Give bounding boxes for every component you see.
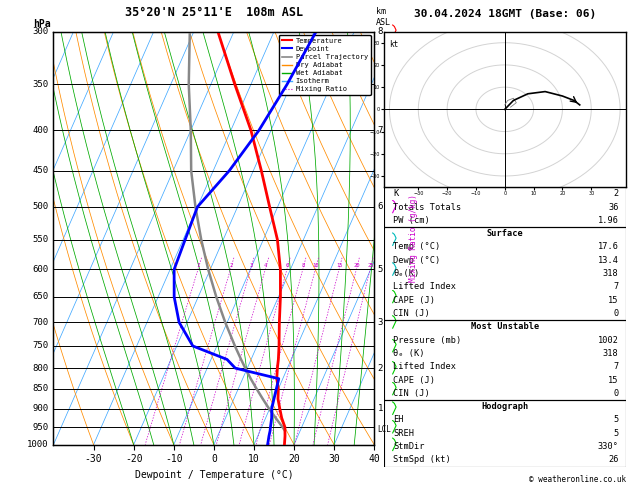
Text: 0: 0 (613, 309, 618, 318)
Text: Lifted Index: Lifted Index (393, 362, 457, 371)
Text: CIN (J): CIN (J) (393, 389, 430, 398)
Text: Totals Totals: Totals Totals (393, 203, 462, 211)
Text: kt: kt (389, 40, 399, 50)
Text: EH: EH (393, 416, 404, 424)
Text: 2: 2 (613, 189, 618, 198)
Text: Dewp (°C): Dewp (°C) (393, 256, 441, 265)
Text: 650: 650 (33, 293, 48, 301)
Text: © weatheronline.co.uk: © weatheronline.co.uk (529, 474, 626, 484)
Text: LCL: LCL (377, 425, 391, 434)
Text: 700: 700 (33, 318, 48, 327)
Text: SREH: SREH (393, 429, 415, 438)
Text: Surface: Surface (486, 229, 523, 238)
Text: CAPE (J): CAPE (J) (393, 376, 435, 384)
Text: Hodograph: Hodograph (481, 402, 528, 411)
Text: 330°: 330° (598, 442, 618, 451)
Text: 30.04.2024 18GMT (Base: 06): 30.04.2024 18GMT (Base: 06) (414, 9, 596, 19)
Text: Mixing Ratio (g/kg): Mixing Ratio (g/kg) (409, 194, 418, 282)
Text: 2: 2 (229, 263, 232, 268)
Text: 500: 500 (33, 202, 48, 211)
Text: 8: 8 (301, 263, 304, 268)
Text: 7: 7 (377, 126, 383, 135)
Text: 450: 450 (33, 166, 48, 175)
Text: 350: 350 (33, 80, 48, 89)
Text: StmSpd (kt): StmSpd (kt) (393, 455, 451, 465)
Text: StmDir: StmDir (393, 442, 425, 451)
Text: Temp (°C): Temp (°C) (393, 243, 441, 251)
Text: 5: 5 (613, 416, 618, 424)
Text: CIN (J): CIN (J) (393, 309, 430, 318)
Text: 850: 850 (33, 384, 48, 394)
Text: 0: 0 (613, 389, 618, 398)
Text: 400: 400 (33, 126, 48, 135)
Text: Most Unstable: Most Unstable (470, 322, 539, 331)
Text: 36: 36 (608, 203, 618, 211)
Text: 950: 950 (33, 423, 48, 432)
Text: 15: 15 (608, 376, 618, 384)
Text: km
ASL: km ASL (376, 7, 391, 27)
Text: 318: 318 (603, 349, 618, 358)
Text: 20: 20 (353, 263, 360, 268)
Text: θₑ(K): θₑ(K) (393, 269, 420, 278)
Text: CAPE (J): CAPE (J) (393, 295, 435, 305)
Text: 7: 7 (613, 362, 618, 371)
Text: 3: 3 (249, 263, 252, 268)
Text: 8: 8 (377, 27, 383, 36)
Text: PW (cm): PW (cm) (393, 216, 430, 225)
Text: 4: 4 (264, 263, 267, 268)
Text: 5: 5 (377, 265, 383, 274)
Text: 600: 600 (33, 265, 48, 274)
Text: 550: 550 (33, 235, 48, 244)
Text: 800: 800 (33, 364, 48, 373)
Text: 15: 15 (336, 263, 343, 268)
X-axis label: Dewpoint / Temperature (°C): Dewpoint / Temperature (°C) (135, 470, 293, 480)
Text: 1: 1 (197, 263, 200, 268)
Text: 300: 300 (33, 27, 48, 36)
Text: 5: 5 (613, 429, 618, 438)
Text: 750: 750 (33, 342, 48, 350)
Text: 7: 7 (613, 282, 618, 292)
Text: 1002: 1002 (598, 336, 618, 345)
Text: 1000: 1000 (27, 440, 48, 449)
Text: θₑ (K): θₑ (K) (393, 349, 425, 358)
Text: K: K (393, 189, 399, 198)
Text: 318: 318 (603, 269, 618, 278)
Text: 15: 15 (608, 295, 618, 305)
Text: 1: 1 (377, 404, 383, 413)
Text: 2: 2 (377, 364, 383, 373)
Text: 900: 900 (33, 404, 48, 413)
Text: 6: 6 (286, 263, 289, 268)
Text: Lifted Index: Lifted Index (393, 282, 457, 292)
Text: 6: 6 (377, 202, 383, 211)
Legend: Temperature, Dewpoint, Parcel Trajectory, Dry Adiabat, Wet Adiabat, Isotherm, Mi: Temperature, Dewpoint, Parcel Trajectory… (279, 35, 370, 95)
Text: 1.96: 1.96 (598, 216, 618, 225)
Text: 25: 25 (367, 263, 374, 268)
Text: 17.6: 17.6 (598, 243, 618, 251)
Text: 35°20'N 25°11'E  108m ASL: 35°20'N 25°11'E 108m ASL (125, 6, 303, 19)
Text: Pressure (mb): Pressure (mb) (393, 336, 462, 345)
Text: 13.4: 13.4 (598, 256, 618, 265)
Text: hPa: hPa (33, 19, 50, 29)
Text: 10: 10 (313, 263, 319, 268)
Text: 26: 26 (608, 455, 618, 465)
Text: 3: 3 (377, 318, 383, 327)
